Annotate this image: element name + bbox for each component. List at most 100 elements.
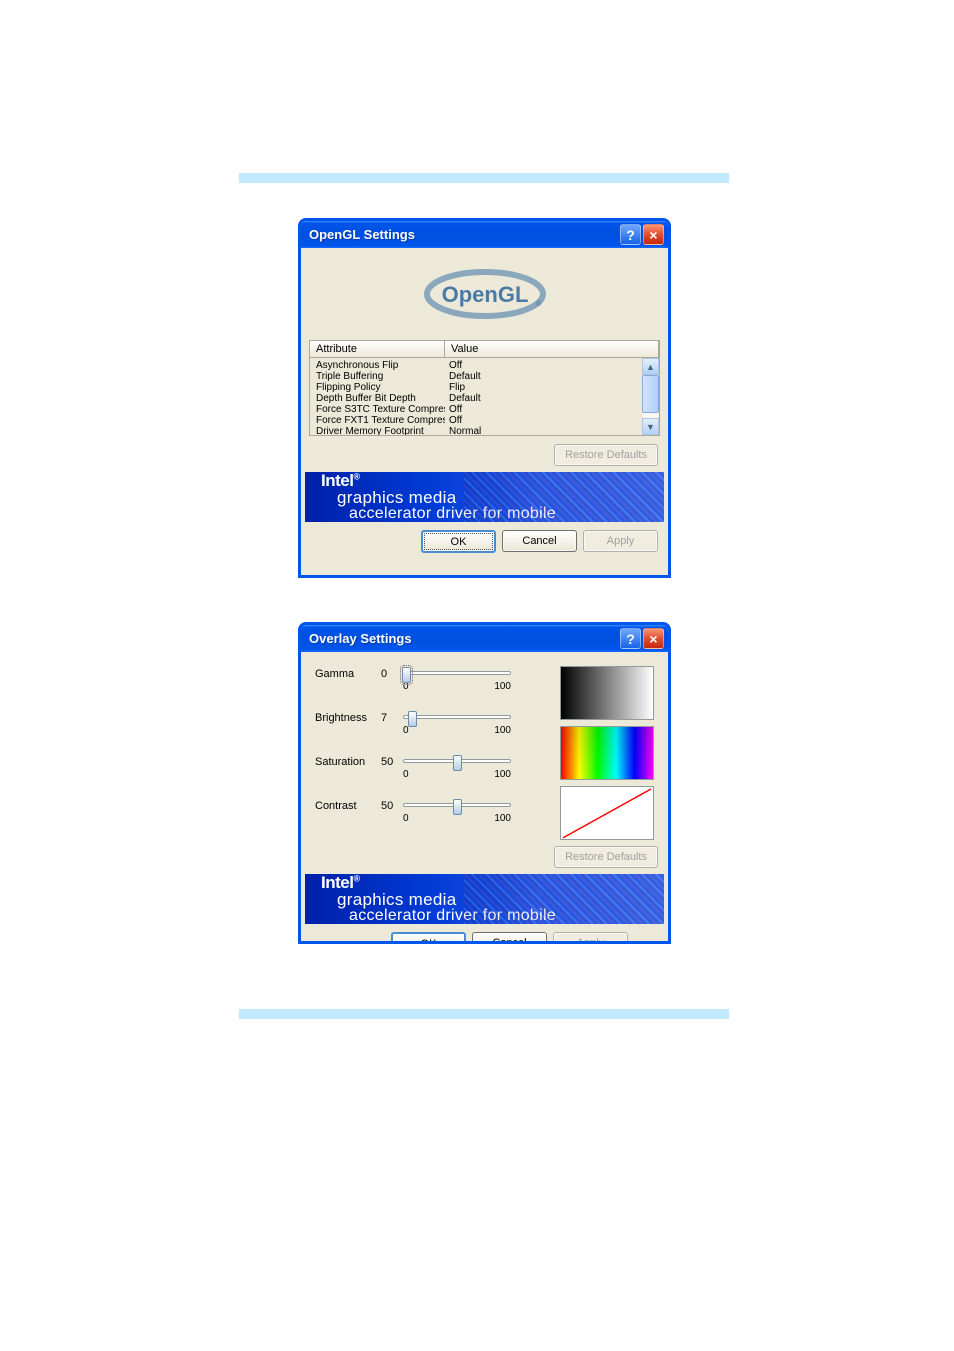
tick-max: 100 <box>494 725 511 736</box>
table-row[interactable]: Depth Buffer Bit DepthDefault <box>310 393 659 404</box>
section-divider-bar-1 <box>239 173 729 183</box>
opengl-settings-window: OpenGL Settings ? × OpenGL ® Attribute V… <box>298 218 671 578</box>
cell-attr: Depth Buffer Bit Depth <box>310 393 445 404</box>
slider-ticks: 0 100 <box>403 681 511 692</box>
opengl-logo-icon: OpenGL ® <box>420 264 550 324</box>
scrollbar-track[interactable] <box>642 375 659 418</box>
slider-track[interactable] <box>403 671 511 675</box>
dialog-buttons: OK Cancel Apply <box>301 522 668 561</box>
scroll-down-button[interactable]: ▼ <box>642 418 659 435</box>
overlay-settings-window: Overlay Settings ? × Gamma 0 0 100 <box>298 622 671 944</box>
titlebar[interactable]: Overlay Settings ? × <box>301 625 668 652</box>
apply-button[interactable]: Apply <box>553 932 628 944</box>
apply-button[interactable]: Apply <box>583 530 658 552</box>
preview-column <box>556 666 658 842</box>
saturation-slider[interactable]: 0 100 <box>403 754 511 780</box>
banner-texture <box>464 472 664 522</box>
gamma-row: Gamma 0 0 100 <box>315 666 556 698</box>
tick-min: 0 <box>403 813 409 824</box>
table-row[interactable]: Driver Memory FootprintNormal <box>310 426 659 436</box>
ok-button[interactable]: OK <box>421 530 496 553</box>
cell-val: Default <box>445 371 659 382</box>
brightness-value: 7 <box>381 710 403 724</box>
window-title: Overlay Settings <box>309 631 620 646</box>
cell-val: Off <box>445 415 659 426</box>
gamma-label: Gamma <box>315 666 381 680</box>
saturation-value: 50 <box>381 754 403 768</box>
window-title: OpenGL Settings <box>309 227 620 242</box>
brightness-slider[interactable]: 0 100 <box>403 710 511 736</box>
tick-max: 100 <box>494 769 511 780</box>
gamma-slider[interactable]: 0 100 <box>403 666 511 692</box>
cell-val: Off <box>445 360 659 371</box>
table-row[interactable]: Force S3TC Texture CompressionOff <box>310 404 659 415</box>
table-row[interactable]: Triple BufferingDefault <box>310 371 659 382</box>
attribute-table: Attribute Value Asynchronous FlipOff Tri… <box>309 340 660 436</box>
cancel-button[interactable]: Cancel <box>502 530 577 552</box>
grayscale-preview <box>560 666 654 720</box>
contrast-label: Contrast <box>315 798 381 812</box>
svg-text:®: ® <box>536 300 542 308</box>
scrollbar-thumb[interactable] <box>642 375 659 413</box>
table-row[interactable]: Flipping PolicyFlip <box>310 382 659 393</box>
cancel-button[interactable]: Cancel <box>472 932 547 944</box>
scroll-up-button[interactable]: ▲ <box>642 358 659 375</box>
contrast-slider[interactable]: 0 100 <box>403 798 511 824</box>
slider-thumb[interactable] <box>402 667 411 683</box>
slider-thumb[interactable] <box>408 711 417 727</box>
cell-val: Flip <box>445 382 659 393</box>
contrast-row: Contrast 50 0 100 <box>315 798 556 830</box>
intel-brand-banner: Intel® graphics media accelerator driver… <box>305 472 664 522</box>
cell-attr: Asynchronous Flip <box>310 360 445 371</box>
scrollbar[interactable]: ▲ ▼ <box>642 358 659 435</box>
restore-row: Restore Defaults <box>301 436 668 472</box>
saturation-label: Saturation <box>315 754 381 768</box>
tick-min: 0 <box>403 725 409 736</box>
brightness-row: Brightness 7 0 100 <box>315 710 556 742</box>
table-row[interactable]: Asynchronous FlipOff <box>310 360 659 371</box>
cell-attr: Flipping Policy <box>310 382 445 393</box>
curve-line-icon <box>563 789 651 838</box>
help-button[interactable]: ? <box>620 224 641 245</box>
hue-preview <box>560 726 654 780</box>
contrast-value: 50 <box>381 798 403 812</box>
overlay-body: Gamma 0 0 100 Brightness 7 <box>301 652 668 846</box>
restore-defaults-button[interactable]: Restore Defaults <box>554 444 658 466</box>
brightness-label: Brightness <box>315 710 381 724</box>
slider-track[interactable] <box>403 715 511 719</box>
sliders-column: Gamma 0 0 100 Brightness 7 <box>315 666 556 842</box>
cell-attr: Triple Buffering <box>310 371 445 382</box>
help-button[interactable]: ? <box>620 628 641 649</box>
table-body: Asynchronous FlipOff Triple BufferingDef… <box>309 358 660 436</box>
restore-row: Restore Defaults <box>301 846 668 874</box>
slider-thumb[interactable] <box>453 755 462 771</box>
close-button[interactable]: × <box>643 224 664 245</box>
tick-max: 100 <box>494 681 511 692</box>
slider-ticks: 0 100 <box>403 725 511 736</box>
restore-defaults-button[interactable]: Restore Defaults <box>554 846 658 868</box>
cell-attr: Driver Memory Footprint <box>310 426 445 436</box>
gamma-value: 0 <box>381 666 403 680</box>
ok-button[interactable]: OK <box>391 932 466 944</box>
cell-attr: Force FXT1 Texture Compression <box>310 415 445 426</box>
svg-text:OpenGL: OpenGL <box>441 282 528 307</box>
slider-thumb[interactable] <box>453 799 462 815</box>
logo-area: OpenGL ® <box>301 248 668 340</box>
table-rows: Asynchronous FlipOff Triple BufferingDef… <box>310 358 659 436</box>
slider-track[interactable] <box>403 759 511 763</box>
intel-brand-banner: Intel® graphics media accelerator driver… <box>305 874 664 924</box>
close-button[interactable]: × <box>643 628 664 649</box>
tick-max: 100 <box>494 813 511 824</box>
banner-texture <box>464 874 664 924</box>
cell-val: Off <box>445 404 659 415</box>
saturation-row: Saturation 50 0 100 <box>315 754 556 786</box>
curve-preview <box>560 786 654 840</box>
header-attribute[interactable]: Attribute <box>310 341 445 357</box>
slider-track[interactable] <box>403 803 511 807</box>
tick-min: 0 <box>403 769 409 780</box>
header-value[interactable]: Value <box>445 341 659 357</box>
titlebar[interactable]: OpenGL Settings ? × <box>301 221 668 248</box>
cell-val: Normal <box>445 426 659 436</box>
table-row[interactable]: Force FXT1 Texture CompressionOff <box>310 415 659 426</box>
cell-val: Default <box>445 393 659 404</box>
